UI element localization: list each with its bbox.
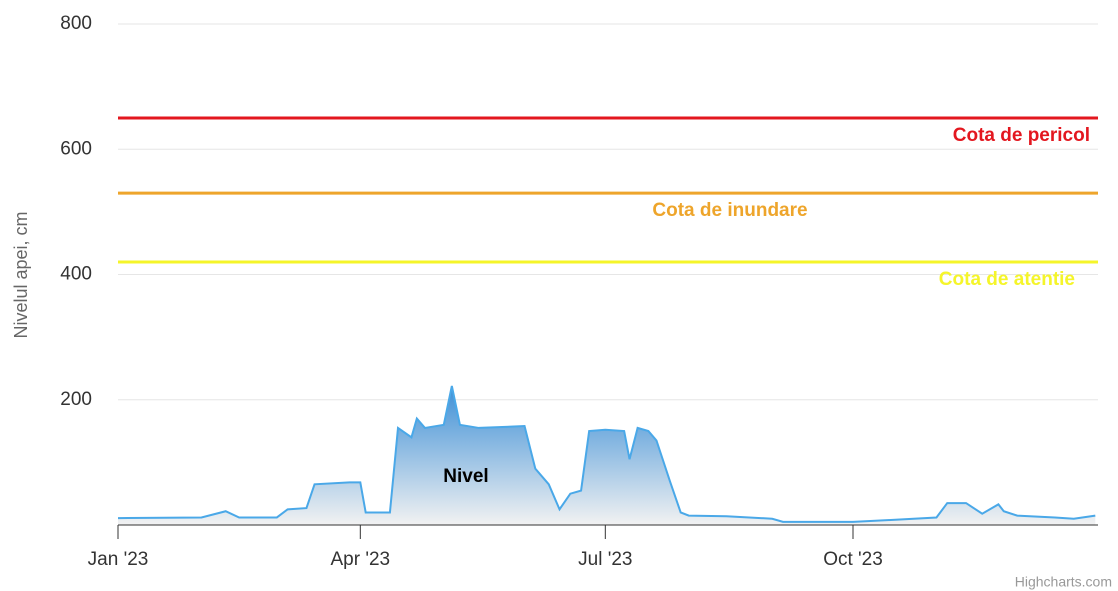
x-tick-label: Jul '23 (578, 549, 632, 570)
y-axis-title: Nivelul apei, cm (11, 211, 31, 338)
area-fill (118, 385, 1096, 525)
y-tick-label: 400 (60, 264, 92, 285)
series-label: Nivel (443, 466, 488, 487)
plot-line-label: Cota de atentie (939, 269, 1075, 290)
area-line (117, 385, 1096, 523)
y-tick-label: 600 (60, 138, 92, 159)
x-tick-label: Jan '23 (88, 549, 149, 570)
plot-line-label: Cota de inundare (652, 200, 807, 221)
y-tick-label: 200 (60, 389, 92, 410)
y-tick-label: 800 (60, 13, 92, 34)
plot-line-label: Cota de pericol (953, 125, 1090, 146)
credits[interactable]: Highcharts.com (1015, 574, 1112, 590)
x-tick-label: Oct '23 (823, 549, 883, 570)
x-tick-label: Apr '23 (331, 549, 391, 570)
